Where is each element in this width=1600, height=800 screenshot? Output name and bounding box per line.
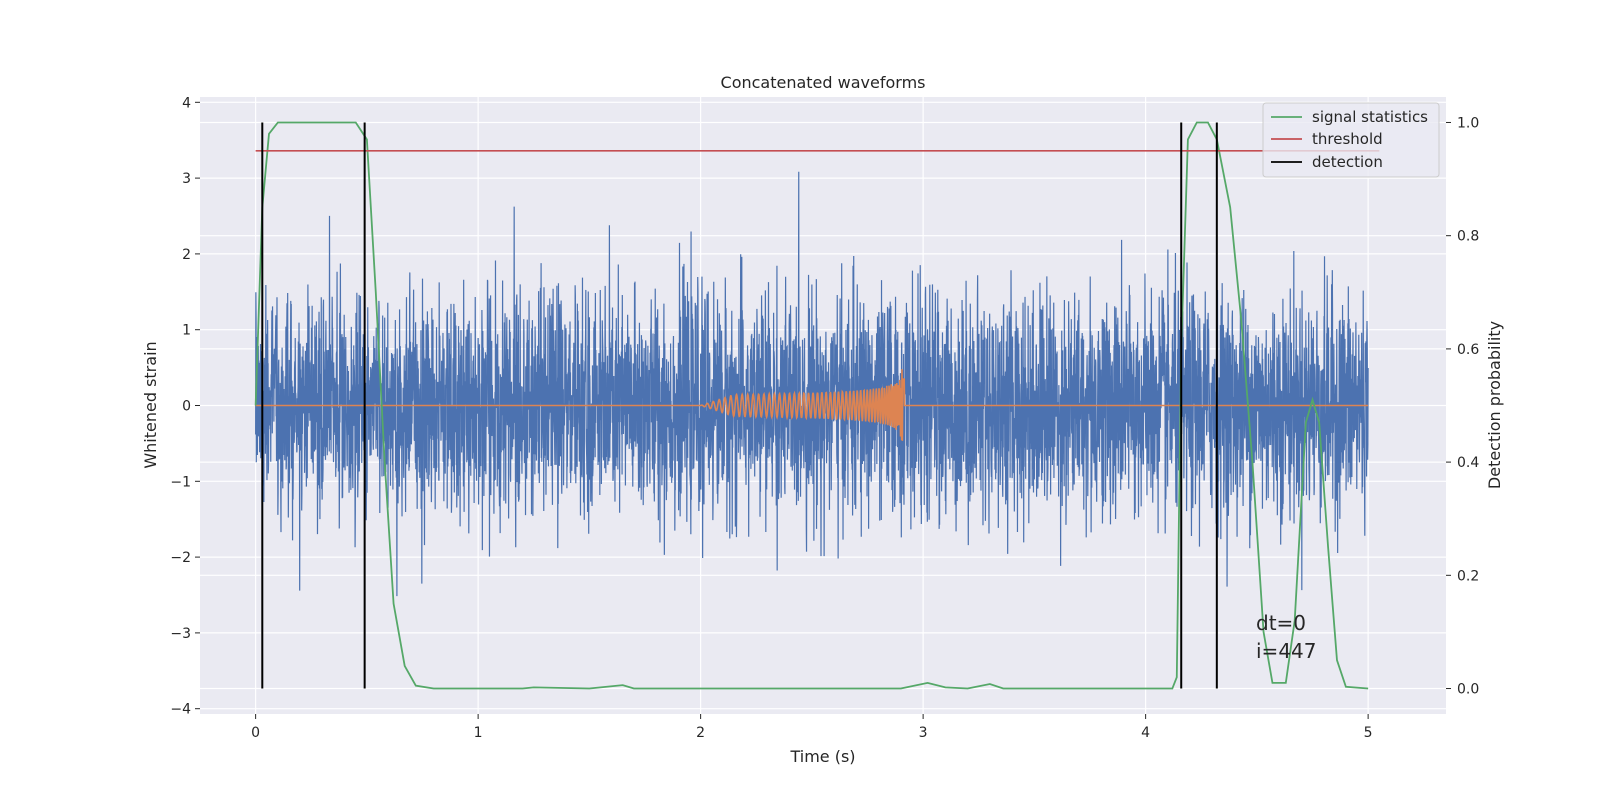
x-tick-label: 4 [1141, 725, 1150, 741]
y-tick-label-left: 1 [182, 323, 191, 339]
y-tick-label-right: 0.4 [1457, 455, 1479, 471]
x-tick-label: 3 [919, 725, 928, 741]
y-tick-label-left: 0 [182, 399, 191, 415]
annotation: dt=0 i=447 [1256, 611, 1317, 663]
legend-label-detection: detection [1312, 153, 1383, 171]
x-tick-label: 1 [474, 725, 483, 741]
x-tick-label: 5 [1364, 725, 1373, 741]
legend-label-threshold: threshold [1312, 130, 1383, 148]
detection-lines [261, 122, 1218, 689]
x-tick-label: 0 [251, 725, 260, 741]
legend-box [1262, 102, 1440, 178]
axes [195, 101, 1451, 719]
y-tick-label-left: −1 [170, 474, 191, 490]
whitened-strain-series [255, 171, 1369, 597]
y-tick-label-right: 0.0 [1457, 682, 1479, 698]
y-tick-label-left: −4 [170, 702, 191, 718]
y-tick-label-right: 1.0 [1457, 115, 1479, 131]
tick-labels: 0 1 2 3 4 5 −4 −3 −2 −1 0 1 2 3 4 0.0 0.2 0.4 0.6 0.8 1.0 [170, 95, 1479, 741]
y-tick-label-left: 4 [182, 95, 191, 111]
x-tick-label: 2 [696, 725, 705, 741]
injected-signal-line [255, 369, 1369, 441]
signal-statistics-line [254, 121, 1369, 690]
y-tick-label-left: 3 [182, 171, 191, 187]
annotation-index: i=447 [1256, 639, 1317, 663]
legend-label-signal-statistics: signal statistics [1312, 108, 1428, 126]
y-tick-label-left: 2 [182, 247, 191, 263]
y-tick-label-right: 0.8 [1457, 229, 1479, 245]
y-tick-label-left: −2 [170, 550, 191, 566]
legend: signal statistics threshold detection [1262, 102, 1440, 178]
injected-signal-series [255, 369, 1369, 441]
y-tick-label-right: 0.6 [1457, 342, 1479, 358]
y-tick-label-right: 0.2 [1457, 568, 1479, 584]
annotation-dt: dt=0 [1256, 611, 1306, 635]
y-axis-label-right: Detection probability [1485, 321, 1504, 489]
chart-title: Concatenated waveforms [721, 73, 926, 92]
whitened-strain-line [255, 171, 1369, 597]
signal-statistics-series [254, 121, 1369, 690]
x-axis-label: Time (s) [789, 747, 855, 766]
y-tick-label-left: −3 [170, 626, 191, 642]
y-axis-label-left: Whitened strain [141, 341, 160, 468]
